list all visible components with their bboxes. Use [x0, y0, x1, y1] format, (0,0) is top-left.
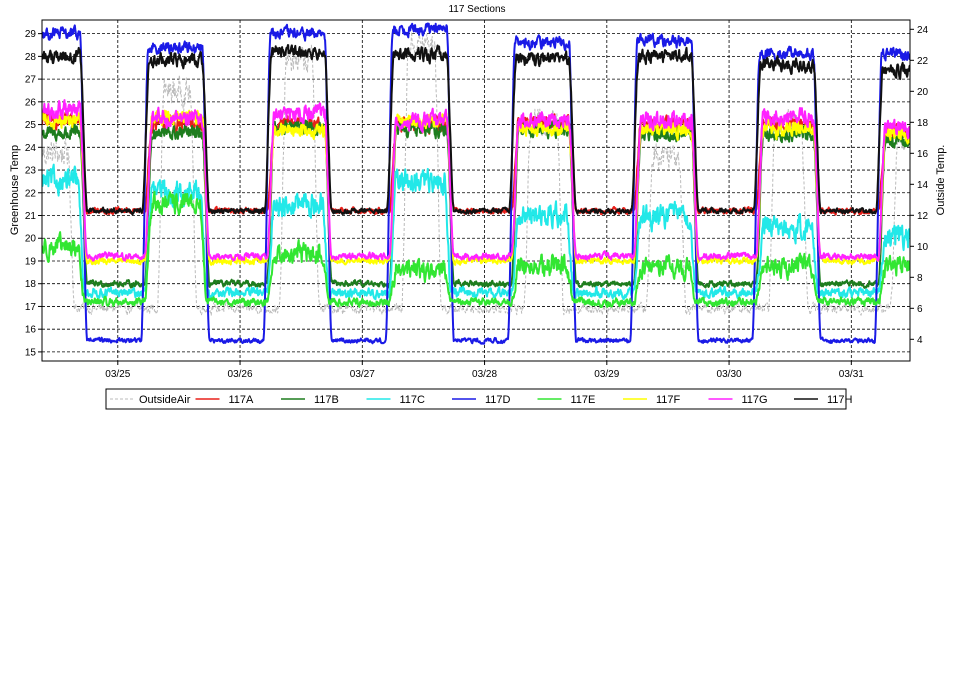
- y-left-tick-label: 15: [25, 347, 37, 358]
- y-axis-right-title: Outside Temp.: [935, 145, 947, 216]
- legend-label-outsideair: OutsideAir: [139, 394, 191, 406]
- x-tick-label: 03/27: [350, 369, 375, 380]
- x-axis: 03/25 03/26 03/27 03/28 03/29 03/30 03/31: [105, 361, 864, 380]
- y-right-tick-label: 8: [917, 273, 923, 284]
- y-right-tick-label: 20: [917, 87, 929, 98]
- y-left-tick-label: 16: [25, 325, 37, 336]
- plot-border: [41, 19, 911, 362]
- x-tick-label: 03/28: [472, 369, 497, 380]
- y-left-tick-label: 24: [25, 143, 37, 154]
- plot-area: [41, 19, 911, 362]
- y-left-tick-label: 17: [25, 302, 37, 313]
- legend: OutsideAir 117A 117B 117C 117D 117E 117F 117G 11…: [105, 388, 853, 410]
- y-left-tick-label: 19: [25, 256, 37, 267]
- y-right-tick-label: 16: [917, 149, 929, 160]
- y-left-tick-label: 27: [25, 75, 37, 86]
- y-left-tick-label: 25: [25, 120, 37, 131]
- y-right-tick-label: 14: [917, 180, 929, 191]
- y-axis-left-title: Greenhouse Temp: [9, 145, 21, 235]
- y-right-tick-label: 24: [917, 25, 929, 36]
- series-line-117b: [42, 119, 910, 289]
- y-axis-right: 4 6 8 10 12 14 16 18 20 22 24: [910, 25, 929, 346]
- y-right-tick-label: 10: [917, 242, 929, 253]
- x-tick-label: 03/30: [717, 369, 742, 380]
- series-line-117h: [42, 44, 910, 216]
- legend-label-117h: 117H: [827, 394, 853, 406]
- y-right-tick-label: 22: [917, 56, 929, 67]
- y-left-tick-label: 23: [25, 166, 37, 177]
- legend-label-117a: 117A: [229, 394, 255, 406]
- y-left-tick-label: 28: [25, 52, 37, 63]
- series-line-117g: [42, 99, 910, 262]
- y-right-tick-label: 12: [917, 211, 929, 222]
- grid-lines: [42, 20, 910, 361]
- legend-label-117f: 117F: [656, 394, 681, 406]
- series-layer: [42, 22, 910, 345]
- series-line-117e: [42, 190, 910, 309]
- y-axis-left: 15 16 17 18 19 20 21 22 23 24 25 26 27 28 29: [25, 29, 42, 358]
- y-right-tick-label: 6: [917, 304, 923, 315]
- x-tick-label: 03/26: [228, 369, 253, 380]
- y-right-tick-label: 18: [917, 118, 929, 129]
- legend-label-117g: 117G: [742, 394, 768, 406]
- y-right-tick-label: 4: [917, 335, 923, 346]
- y-left-tick-label: 21: [25, 211, 37, 222]
- x-tick-label: 03/31: [839, 369, 864, 380]
- y-left-tick-label: 18: [25, 279, 37, 290]
- y-left-tick-label: 20: [25, 234, 37, 245]
- y-left-tick-label: 26: [25, 97, 37, 108]
- legend-label-117c: 117C: [400, 394, 426, 406]
- x-tick-label: 03/29: [594, 369, 619, 380]
- x-tick-label: 03/25: [105, 369, 130, 380]
- series-line-outsideair: [42, 31, 910, 316]
- legend-label-117b: 117B: [314, 394, 339, 406]
- series-line-117d: [42, 22, 910, 345]
- y-left-tick-label: 29: [25, 29, 37, 40]
- legend-label-117e: 117E: [571, 394, 596, 406]
- legend-label-117d: 117D: [485, 394, 511, 406]
- y-left-tick-label: 22: [25, 188, 37, 199]
- chart-title: 117 Sections: [448, 4, 505, 15]
